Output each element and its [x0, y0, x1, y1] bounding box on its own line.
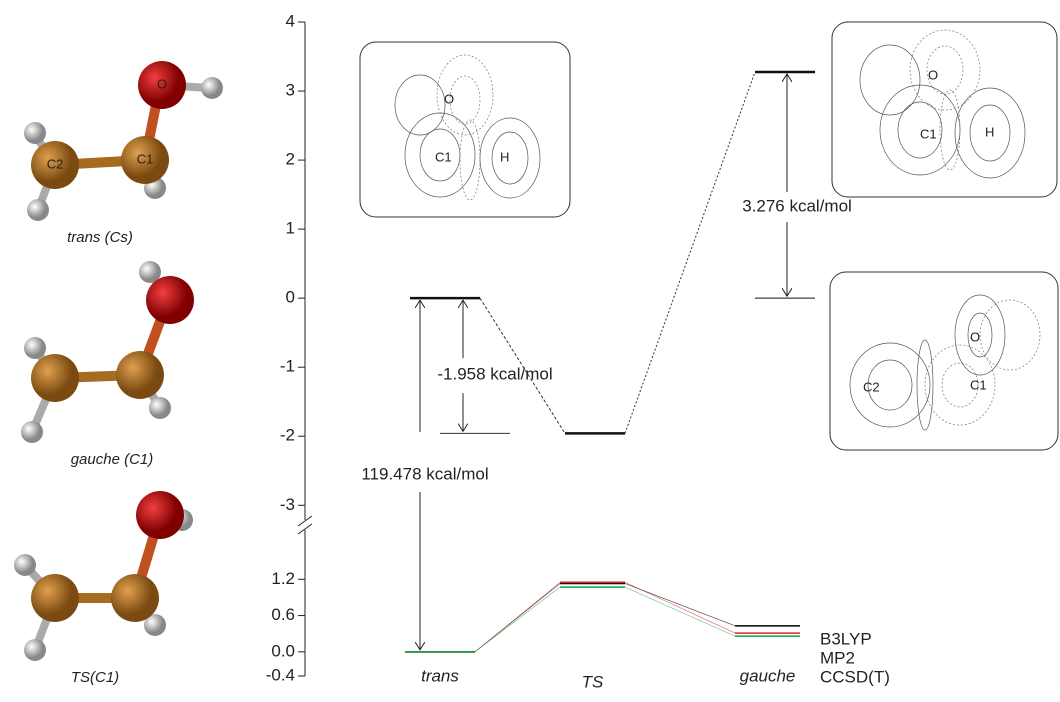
orbital-inset: O C1 H [360, 42, 570, 217]
legend-label: B3LYP [820, 629, 872, 648]
orbital-inset: O C2 C1 [830, 272, 1058, 450]
y-tick-label: 4 [286, 11, 295, 30]
y-tick-label: 0.0 [271, 641, 295, 660]
atom-label: H [500, 149, 509, 164]
y-tick-label: -0.4 [266, 665, 295, 684]
atom-label: H [985, 124, 994, 139]
atom-label: O [444, 91, 454, 106]
atom-label: C1 [970, 377, 987, 392]
molecule-label: TS(C1) [71, 669, 119, 686]
atom-label: O [157, 76, 167, 91]
atom-label: C1 [137, 151, 154, 166]
atom-label: O [970, 329, 980, 344]
molecule-label: trans (Cs) [67, 229, 133, 246]
atom-label: O [928, 67, 938, 82]
connector [475, 587, 560, 652]
x-tick-label: TS [582, 672, 604, 691]
legend-label: CCSD(T) [820, 667, 890, 686]
molecule-ts: TS(C1) [14, 491, 193, 686]
y-tick-label: 2 [286, 150, 295, 169]
atom-label: C1 [435, 149, 452, 164]
y-tick-label: 0 [286, 288, 295, 307]
y-tick-label: 0.6 [271, 605, 295, 624]
annotation: 119.478 kcal/mol [361, 464, 488, 483]
molecule-trans: O C1 C2 trans (Cs) [24, 61, 223, 246]
connector [625, 72, 755, 433]
y-tick-label: -2 [280, 426, 295, 445]
annotation: -1.958 kcal/mol [437, 365, 552, 384]
x-tick-label: trans [421, 666, 459, 685]
molecule-gauche: gauche (C1) [21, 261, 194, 468]
molecule-label: gauche (C1) [71, 451, 154, 468]
annotation: 3.276 kcal/mol [742, 196, 852, 215]
y-tick-label: -1 [280, 357, 295, 376]
connector [475, 582, 560, 652]
legend-label: MP2 [820, 648, 855, 667]
atom-label: C2 [863, 379, 880, 394]
connector [625, 587, 735, 636]
atom-label: C2 [47, 156, 64, 171]
y-tick-label: 3 [286, 81, 295, 100]
y-tick-label: 1 [286, 219, 295, 238]
orbital-inset: O C1 H [832, 22, 1057, 197]
atom-label: C1 [920, 126, 937, 141]
x-tick-label: gauche [740, 666, 796, 685]
y-tick-label: 1.2 [271, 569, 295, 588]
figure: O C1 C2 trans (Cs) gauche (C1) TS(C1) [0, 0, 1060, 697]
y-tick-label: -3 [280, 495, 295, 514]
connector [625, 582, 735, 633]
